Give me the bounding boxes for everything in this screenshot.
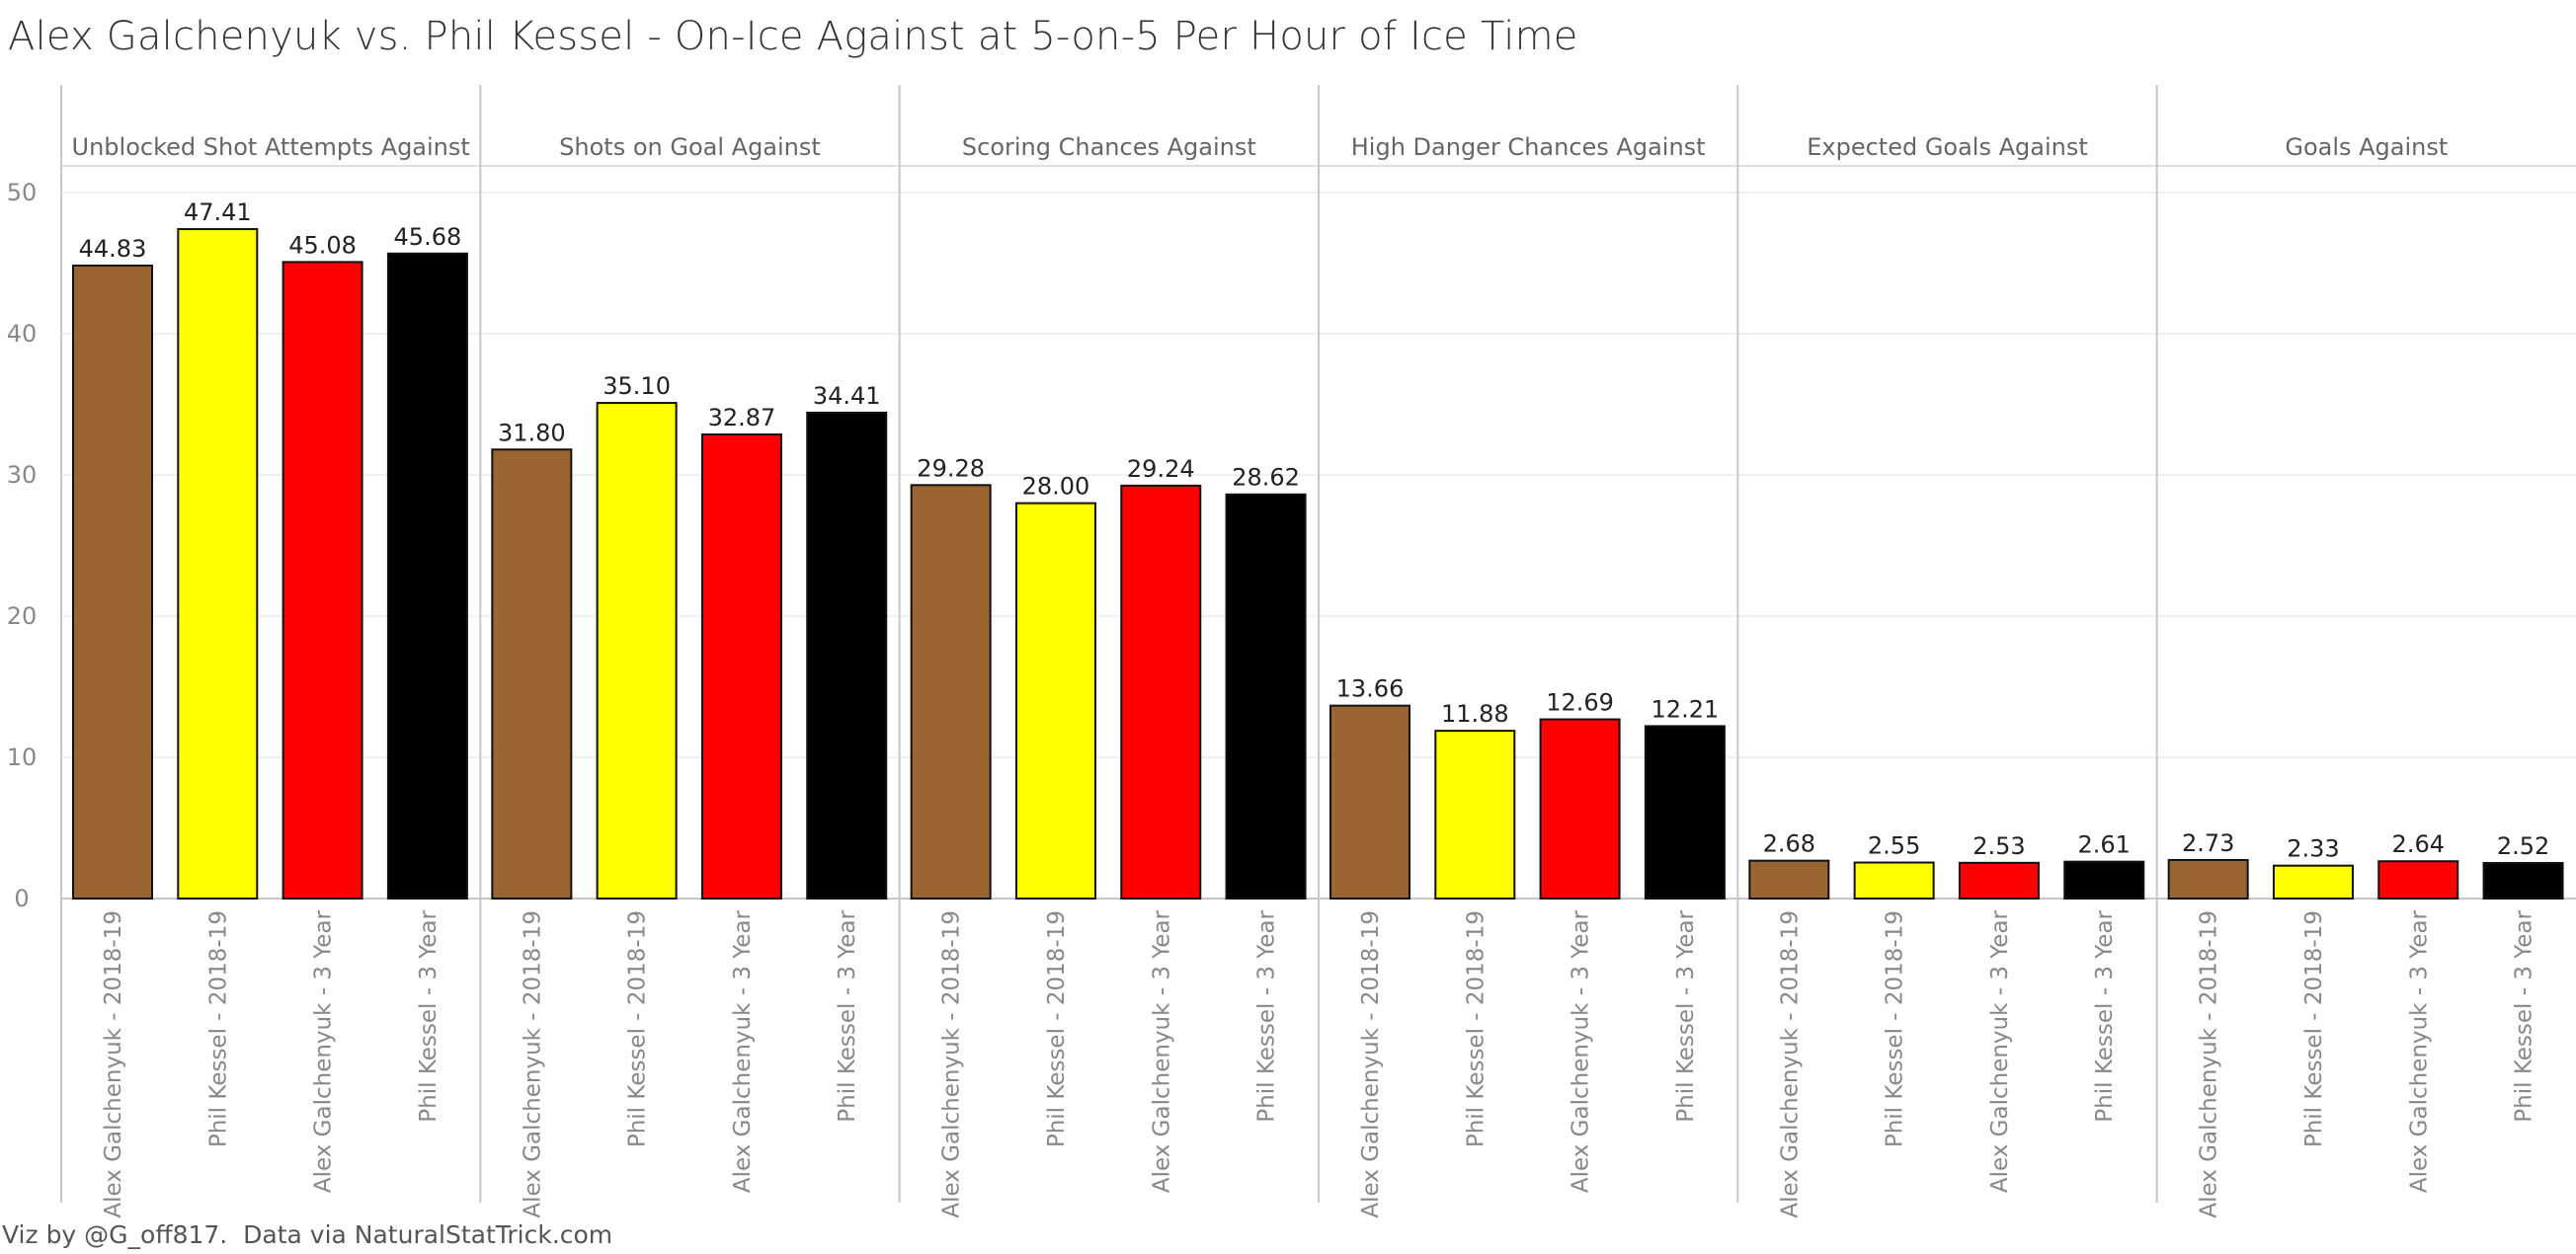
data-label: 45.68 — [394, 223, 462, 251]
category-label: Phil Kessel - 2018-19 — [205, 910, 231, 1147]
bar — [700, 432, 782, 900]
category-label: Phil Kessel - 3 Year — [1254, 909, 1280, 1122]
data-label: 2.55 — [1868, 832, 1920, 860]
panel-header-label: Expected Goals Against — [1807, 133, 2088, 161]
category-label: Phil Kessel - 2018-19 — [1463, 910, 1489, 1147]
bar — [2272, 864, 2354, 901]
y-axis: 0 10 20 30 40 50 — [7, 85, 62, 1203]
data-label: 12.69 — [1546, 689, 1614, 717]
panel-scoring-chances-against: Scoring Chances Against 29.28 Alex Galchen… — [910, 85, 1320, 1218]
bar — [491, 448, 573, 900]
category-label: Alex Galchenyuk - 3 Year — [1569, 909, 1594, 1193]
y-tick-label: 50 — [7, 179, 38, 206]
y-tick-label: 20 — [7, 602, 38, 630]
footer-credit: Viz by @G_off817. Data via NaturalStatTr… — [2, 1220, 613, 1249]
category-label: Phil Kessel - 3 Year — [1673, 909, 1699, 1122]
data-label: 12.21 — [1651, 695, 1720, 723]
category-label: Alex Galchenyuk - 2018-19 — [2197, 910, 2222, 1218]
y-tick-label: 40 — [7, 320, 38, 348]
bar — [910, 484, 992, 900]
data-label: 45.08 — [288, 231, 357, 259]
category-label: Alex Galchenyuk - 3 Year — [1987, 909, 2013, 1193]
bar — [1225, 493, 1307, 900]
bar — [1434, 730, 1516, 901]
category-label: Phil Kessel - 2018-19 — [1044, 910, 1070, 1147]
panel-header-label: Goals Against — [2285, 133, 2448, 161]
data-label: 2.68 — [1763, 830, 1815, 858]
bar — [1014, 502, 1096, 900]
category-label: Alex Galchenyuk - 2018-19 — [939, 910, 965, 1218]
data-label: 2.52 — [2497, 832, 2549, 860]
panel-header-label: High Danger Chances Against — [1351, 133, 1706, 161]
data-label: 2.64 — [2392, 830, 2445, 858]
data-label: 2.53 — [1972, 832, 2025, 860]
bar — [806, 411, 888, 900]
bar — [1644, 725, 1726, 900]
bar — [386, 252, 468, 900]
data-label: 34.41 — [813, 382, 881, 410]
category-label: Phil Kessel - 3 Year — [835, 909, 860, 1122]
bar — [1539, 718, 1621, 901]
panels: Unblocked Shot Attempts Against 44.83 Alex… — [72, 85, 2564, 1218]
data-label: 11.88 — [1441, 700, 1509, 728]
category-label: Alex Galchenyuk - 2018-19 — [520, 910, 545, 1218]
panel-header-label: Shots on Goal Against — [559, 133, 821, 161]
bar — [2377, 860, 2459, 900]
category-label: Alex Galchenyuk - 2018-19 — [101, 910, 126, 1218]
bar — [1748, 859, 1830, 901]
panel-goals-against: Goals Against 2.73 Alex Galchenyuk - 2018-… — [2167, 133, 2564, 1218]
panel-expected-goals-against: Expected Goals Against 2.68 Alex Galchenyu… — [1748, 85, 2158, 1218]
data-label: 29.24 — [1127, 455, 1195, 483]
y-tick-label: 0 — [14, 885, 29, 912]
data-label: 32.87 — [708, 404, 776, 431]
data-label: 28.00 — [1022, 473, 1090, 501]
bar — [1120, 484, 1202, 900]
data-label: 44.83 — [79, 235, 147, 263]
data-label: 35.10 — [603, 372, 671, 400]
data-label: 29.28 — [917, 454, 985, 482]
chart-title: Alex Galchenyuk vs. Phil Kessel - On-Ice… — [8, 14, 1578, 59]
bar — [1853, 861, 1935, 900]
bar — [177, 228, 259, 901]
panel-high-danger-chances-against: High Danger Chances Against 13.66 Alex Gal… — [1329, 85, 1739, 1218]
panel-header-label: Scoring Chances Against — [962, 133, 1256, 161]
panel-shots-on-goal-against: Shots on Goal Against 31.80 Alex Galchenyu… — [491, 85, 901, 1218]
category-label: Alex Galchenyuk - 2018-19 — [1777, 910, 1803, 1218]
category-label: Phil Kessel - 2018-19 — [1883, 910, 1908, 1147]
category-label: Alex Galchenyuk - 3 Year — [730, 909, 756, 1193]
category-label: Alex Galchenyuk - 3 Year — [311, 909, 337, 1193]
panel-unblocked-shot-attempts-against: Unblocked Shot Attempts Against 44.83 Alex… — [72, 85, 482, 1218]
data-label: 28.62 — [1232, 464, 1300, 492]
data-label: 47.41 — [184, 198, 252, 226]
category-label: Alex Galchenyuk - 3 Year — [1149, 909, 1174, 1193]
bar — [1329, 704, 1410, 900]
category-label: Alex Galchenyuk - 2018-19 — [1358, 910, 1384, 1218]
bar — [2167, 858, 2249, 900]
y-tick-label: 10 — [7, 744, 38, 771]
data-label: 13.66 — [1336, 675, 1405, 703]
category-label: Phil Kessel - 3 Year — [2092, 909, 2118, 1122]
y-tick-label: 30 — [7, 461, 38, 489]
category-label: Phil Kessel - 3 Year — [416, 909, 442, 1122]
bar — [282, 261, 363, 900]
bar — [2482, 861, 2564, 900]
bar — [1958, 861, 2040, 900]
data-label: 2.61 — [2078, 831, 2131, 859]
bar — [596, 402, 678, 900]
data-label: 31.80 — [498, 419, 566, 446]
category-label: Phil Kessel - 2018-19 — [625, 910, 651, 1147]
panel-header-label: Unblocked Shot Attempts Against — [72, 133, 470, 161]
category-label: Alex Galchenyuk - 3 Year — [2406, 909, 2432, 1193]
bar — [2063, 860, 2145, 900]
category-label: Phil Kessel - 3 Year — [2512, 909, 2537, 1122]
data-label: 2.73 — [2182, 829, 2234, 857]
data-label: 2.33 — [2287, 835, 2339, 863]
bar — [72, 264, 153, 900]
category-label: Phil Kessel - 2018-19 — [2301, 910, 2327, 1147]
